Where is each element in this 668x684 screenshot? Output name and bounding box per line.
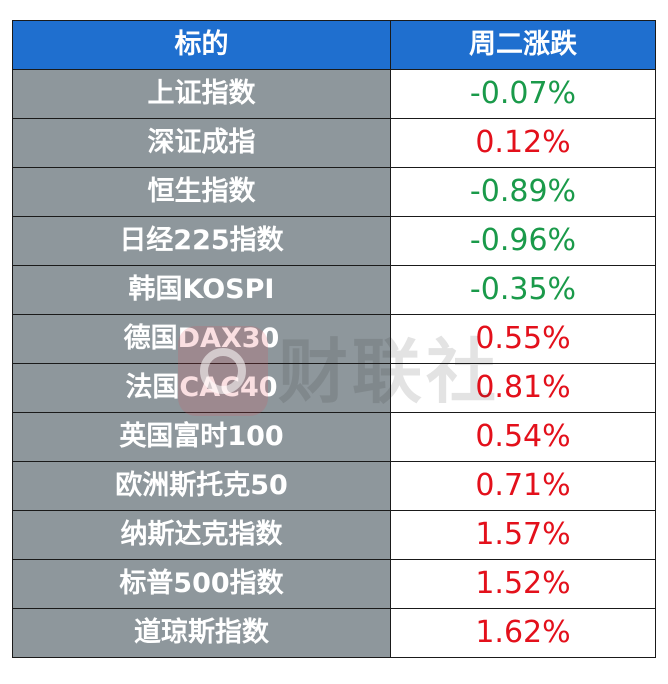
index-name: 上证指数 [12, 69, 391, 119]
index-change: 0.81% [390, 363, 656, 413]
index-change: 1.62% [390, 608, 656, 658]
index-change: 1.52% [390, 559, 656, 609]
index-name: 日经225指数 [12, 216, 391, 266]
header-tuesday-change: 周二涨跌 [390, 20, 656, 70]
index-name: 韩国KOSPI [12, 265, 391, 315]
table-header: 标的 周二涨跌 [12, 20, 656, 70]
index-change: 0.12% [390, 118, 656, 168]
index-change: 1.57% [390, 510, 656, 560]
index-name: 法国CAC40 [12, 363, 391, 413]
table-row: 韩国KOSPI -0.35% [12, 265, 656, 315]
index-name: 德国DAX30 [12, 314, 391, 364]
index-change: -0.07% [390, 69, 656, 119]
index-name: 恒生指数 [12, 167, 391, 217]
header-index-name: 标的 [12, 20, 391, 70]
index-change-table: 标的 周二涨跌 上证指数 -0.07% 深证成指 0.12% 恒生指数 -0.8… [12, 20, 656, 658]
table-row: 英国富时100 0.54% [12, 412, 656, 462]
index-name: 道琼斯指数 [12, 608, 391, 658]
table-row: 法国CAC40 0.81% [12, 363, 656, 413]
index-name: 英国富时100 [12, 412, 391, 462]
table-row: 欧洲斯托克50 0.71% [12, 461, 656, 511]
index-change: 0.54% [390, 412, 656, 462]
table-row: 上证指数 -0.07% [12, 69, 656, 119]
index-change: 0.71% [390, 461, 656, 511]
index-name: 深证成指 [12, 118, 391, 168]
index-name: 纳斯达克指数 [12, 510, 391, 560]
index-name: 欧洲斯托克50 [12, 461, 391, 511]
table-row: 纳斯达克指数 1.57% [12, 510, 656, 560]
index-change: 0.55% [390, 314, 656, 364]
table-row: 日经225指数 -0.96% [12, 216, 656, 266]
table-row: 标普500指数 1.52% [12, 559, 656, 609]
index-change: -0.35% [390, 265, 656, 315]
table-row: 恒生指数 -0.89% [12, 167, 656, 217]
index-name: 标普500指数 [12, 559, 391, 609]
table-row: 道琼斯指数 1.62% [12, 608, 656, 658]
table-row: 深证成指 0.12% [12, 118, 656, 168]
index-change: -0.89% [390, 167, 656, 217]
table-row: 德国DAX30 0.55% [12, 314, 656, 364]
table-body: 上证指数 -0.07% 深证成指 0.12% 恒生指数 -0.89% 日经225… [12, 69, 656, 658]
index-change: -0.96% [390, 216, 656, 266]
header-row: 标的 周二涨跌 [12, 20, 656, 70]
